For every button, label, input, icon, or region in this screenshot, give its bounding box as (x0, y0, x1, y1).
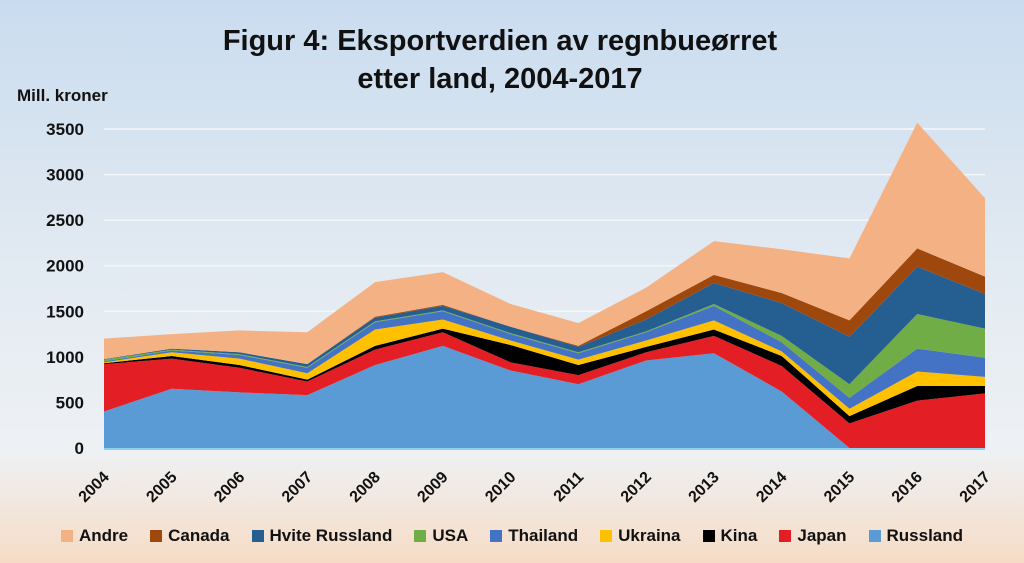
legend-label: Andre (78, 526, 129, 545)
legend-item: Kina (702, 526, 758, 546)
legend-item: USA (414, 526, 468, 546)
legend-swatch (414, 530, 427, 542)
x-tick-label: 2006 (211, 469, 248, 506)
chart-title: Figur 4: Eksportverdien av regnbueørret … (150, 22, 850, 98)
legend-label: Canada (168, 526, 230, 545)
x-tick-label: 2009 (414, 469, 451, 506)
legend-swatch (600, 530, 613, 542)
y-tick-label: 0 (75, 439, 84, 458)
legend-swatch (251, 530, 264, 542)
legend-swatch (60, 530, 73, 542)
legend-item: Canada (150, 526, 230, 546)
y-tick-label: 3500 (46, 120, 84, 139)
legend-swatch (779, 530, 792, 542)
x-tick-label: 2011 (551, 469, 588, 506)
x-tick-label: 2004 (76, 469, 113, 506)
legend-item: Thailand (490, 526, 578, 546)
x-tick-label: 2015 (821, 469, 858, 506)
area-japan (104, 332, 985, 448)
legend-swatch (150, 530, 163, 542)
y-tick-label: 1500 (46, 302, 84, 321)
chart-title-line1: Figur 4: Eksportverdien av regnbueørret (222, 25, 778, 57)
legend-swatch (868, 530, 881, 542)
chart-title-line2: etter land, 2004-2017 (357, 63, 643, 95)
legend-swatch (490, 530, 503, 542)
legend-item: Russland (868, 526, 964, 546)
x-tick-label: 2014 (753, 469, 790, 506)
legend: Andre Canada Hvite Russland USA Thailand Ukra… (0, 526, 1024, 546)
x-tick-label: 2012 (618, 469, 655, 506)
x-tick-label: 2013 (686, 469, 723, 506)
x-tick-label: 2008 (347, 469, 384, 506)
legend-label: Russland (886, 526, 964, 545)
y-tick-label: 2000 (46, 257, 84, 276)
x-tick-label: 2017 (957, 469, 994, 506)
legend-item: Japan (779, 526, 847, 546)
area-canada (104, 248, 985, 365)
legend-swatch (702, 530, 715, 542)
area-andre (104, 122, 985, 365)
y-tick-label: 500 (56, 393, 84, 412)
y-axis-label: Mill. kroner (17, 86, 108, 105)
area-russland (104, 345, 985, 448)
legend-item: Hvite Russland (251, 526, 393, 546)
legend-label: Hvite Russland (269, 526, 393, 545)
area-ukraina (104, 319, 985, 417)
y-tick-label: 1000 (46, 348, 84, 367)
legend-label: USA (432, 526, 469, 545)
legend-label: Japan (797, 526, 847, 545)
x-tick-label: 2010 (482, 469, 519, 506)
y-tick-label: 3000 (46, 166, 84, 185)
x-tick-label: 2007 (279, 469, 316, 506)
x-tick-label: 2005 (143, 469, 180, 506)
area-hvite-russland (104, 266, 985, 385)
y-tick-label: 2500 (46, 211, 84, 230)
legend-item: Ukraina (600, 526, 681, 546)
area-kina (104, 328, 985, 424)
x-tick-label: 2016 (889, 469, 926, 506)
legend-label: Kina (720, 526, 758, 545)
legend-label: Thailand (508, 526, 579, 545)
legend-label: Ukraina (618, 526, 681, 545)
legend-item: Andre (60, 526, 129, 546)
